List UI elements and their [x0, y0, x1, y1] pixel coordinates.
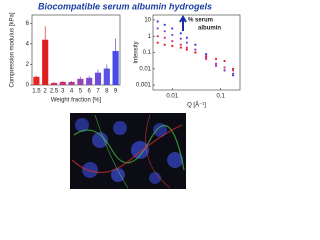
bar [68, 81, 75, 85]
data-point [163, 23, 166, 26]
x-tick-label: 3 [61, 89, 65, 95]
legend-label: % serum [188, 18, 213, 24]
data-point [194, 43, 197, 46]
data-point [179, 46, 182, 49]
x-axis-label: Weight fraction [%] [51, 98, 102, 104]
bar [59, 81, 66, 85]
data-point [205, 55, 208, 58]
data-point [179, 43, 182, 46]
bar [77, 78, 84, 85]
bar [86, 77, 93, 85]
bar [112, 51, 119, 85]
y-tick-label: 0.001 [136, 83, 152, 89]
y-axis-label: Compression modulus [kPa] [10, 12, 16, 87]
x-tick-label: 6 [88, 89, 92, 95]
data-point [231, 67, 235, 70]
legend-label: albumin [198, 26, 221, 32]
data-point [185, 48, 188, 51]
x-tick-label: 8 [105, 89, 109, 95]
y-tick-label: 2 [26, 62, 30, 68]
data-point [223, 69, 226, 72]
x-tick-label: 7 [96, 89, 100, 95]
data-point [205, 57, 208, 61]
data-point [185, 36, 188, 39]
data-point [214, 62, 218, 65]
data-point [156, 20, 159, 23]
data-point [171, 33, 174, 37]
bar [33, 76, 40, 85]
x-tick-label: 0.1 [217, 94, 226, 100]
data-point [231, 74, 235, 77]
data-point [194, 48, 197, 51]
data-point [163, 36, 166, 39]
legend-arrow [179, 15, 187, 31]
data-point [214, 64, 218, 68]
data-point [185, 46, 188, 49]
figure-title: Biocompatible serum albumin hydrogels [38, 1, 212, 11]
y-tick-label: 10 [144, 17, 151, 23]
data-point [223, 59, 226, 63]
bar [50, 82, 58, 85]
data-point [231, 69, 235, 72]
x-tick-label: 0.01 [166, 94, 178, 100]
data-point [223, 66, 226, 69]
data-point [156, 41, 159, 44]
data-point [171, 44, 174, 48]
y-tick-label: 0.1 [143, 50, 152, 56]
figure: Biocompatible serum albumin hydrogels 0 2… [10, 1, 241, 189]
data-point [156, 35, 159, 38]
data-point [194, 51, 197, 54]
plot-frame [31, 14, 121, 86]
x-tick-label: 2.5 [50, 89, 59, 95]
data-point [205, 52, 208, 56]
x-tick-label: 4 [70, 89, 74, 95]
micrograph [70, 113, 186, 189]
plot-frame [152, 14, 241, 91]
data-point [171, 40, 174, 43]
data-point [179, 37, 182, 40]
x-tick-label: 2 [44, 89, 48, 95]
x-axis-label: Q [Å⁻¹] [187, 102, 206, 109]
data-point [185, 41, 188, 44]
y-tick-label: 0 [26, 83, 30, 89]
data-point [179, 32, 182, 35]
data-point [163, 30, 166, 33]
data-point [231, 72, 235, 75]
y-tick-label: 1 [148, 34, 152, 40]
x-tick-label: 1.5 [32, 89, 41, 95]
x-tick-label: 5 [79, 89, 83, 95]
bar [103, 68, 110, 85]
y-tick-label: 0.01 [139, 66, 151, 72]
bar [42, 39, 49, 85]
bar [94, 72, 102, 85]
y-tick-label: 6 [26, 21, 30, 27]
x-tick-label: 9 [114, 89, 118, 95]
data-point [163, 43, 166, 46]
data-point [214, 57, 218, 61]
y-axis-label: Intensity [134, 41, 140, 63]
data-point [156, 27, 159, 30]
data-point [171, 27, 174, 30]
y-tick-label: 4 [26, 41, 30, 47]
